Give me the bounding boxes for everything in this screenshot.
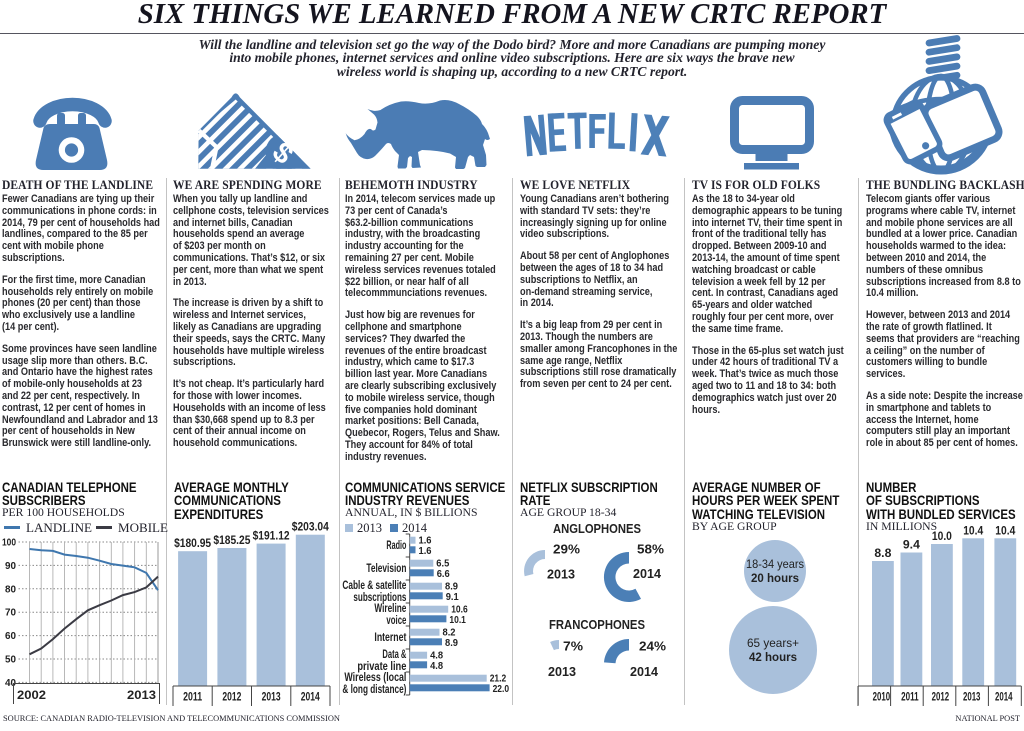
svg-text:8.9: 8.9 xyxy=(445,582,458,593)
svg-text:70: 70 xyxy=(5,607,16,619)
svg-text:21.2: 21.2 xyxy=(490,674,507,685)
svg-text:6.6: 6.6 xyxy=(437,569,450,580)
svg-text:7%: 7% xyxy=(563,640,583,654)
svg-text:Data &: Data & xyxy=(382,649,406,661)
svg-text:58%: 58% xyxy=(637,543,664,557)
svg-text:Wireline: Wireline xyxy=(374,603,406,615)
svg-text:10.0: 10.0 xyxy=(932,531,952,543)
svg-text:29%: 29% xyxy=(553,543,580,557)
svg-text:2013: 2013 xyxy=(963,692,981,704)
svg-text:4.8: 4.8 xyxy=(430,661,443,672)
svg-text:60: 60 xyxy=(5,630,16,642)
svg-text:ANGLOPHONES: ANGLOPHONES xyxy=(553,521,641,536)
svg-text:$180.95: $180.95 xyxy=(174,538,212,550)
svg-text:50: 50 xyxy=(5,654,16,666)
svg-text:2014: 2014 xyxy=(630,665,658,679)
svg-text:subscriptions: subscriptions xyxy=(353,592,406,604)
svg-text:8.9: 8.9 xyxy=(445,638,458,649)
svg-text:2014: 2014 xyxy=(633,567,661,581)
svg-text:private line: private line xyxy=(357,661,406,673)
svg-text:4.8: 4.8 xyxy=(430,651,443,662)
svg-text:& long distance): & long distance) xyxy=(342,684,406,696)
svg-text:2012: 2012 xyxy=(222,692,241,704)
svg-text:40: 40 xyxy=(5,677,16,689)
svg-text:$191.12: $191.12 xyxy=(253,531,290,543)
svg-text:80: 80 xyxy=(5,583,16,595)
svg-text:8.2: 8.2 xyxy=(443,628,456,639)
svg-text:2013: 2013 xyxy=(548,665,576,679)
svg-text:voice: voice xyxy=(386,615,406,627)
svg-text:2013: 2013 xyxy=(547,568,575,582)
svg-text:MOBILE: MOBILE xyxy=(118,521,168,535)
svg-text:FRANCOPHONES: FRANCOPHONES xyxy=(549,617,645,632)
svg-text:2014: 2014 xyxy=(995,692,1013,704)
svg-text:2011: 2011 xyxy=(901,692,919,704)
svg-text:20 hours: 20 hours xyxy=(751,571,799,585)
svg-text:65 years+: 65 years+ xyxy=(747,636,799,650)
svg-text:Cable & satellite: Cable & satellite xyxy=(342,580,406,592)
svg-text:2013: 2013 xyxy=(357,521,382,535)
svg-text:Internet: Internet xyxy=(374,632,406,644)
svg-text:8.8: 8.8 xyxy=(874,548,892,560)
svg-text:2013: 2013 xyxy=(262,692,281,704)
svg-text:10.4: 10.4 xyxy=(995,525,1016,537)
svg-text:2014: 2014 xyxy=(402,521,428,535)
svg-text:10.4: 10.4 xyxy=(963,525,984,537)
svg-text:100: 100 xyxy=(2,537,16,549)
svg-text:Radio: Radio xyxy=(386,540,406,552)
svg-text:2011: 2011 xyxy=(183,692,202,704)
svg-text:24%: 24% xyxy=(639,640,666,654)
svg-text:$203.04: $203.04 xyxy=(292,522,330,534)
svg-text:90: 90 xyxy=(5,560,16,572)
svg-text:10.6: 10.6 xyxy=(451,605,468,616)
svg-text:2012: 2012 xyxy=(932,692,950,704)
svg-text:9.4: 9.4 xyxy=(903,540,921,552)
svg-text:LANDLINE: LANDLINE xyxy=(26,521,92,535)
svg-text:2014: 2014 xyxy=(301,692,320,704)
svg-text:1.6: 1.6 xyxy=(419,546,432,557)
svg-text:1.6: 1.6 xyxy=(419,536,432,547)
svg-text:Wireless (local: Wireless (local xyxy=(344,672,406,684)
svg-text:9.1: 9.1 xyxy=(446,592,459,603)
svg-text:2013: 2013 xyxy=(127,690,156,702)
svg-text:10.1: 10.1 xyxy=(449,615,466,626)
svg-text:42 hours: 42 hours xyxy=(749,650,797,664)
svg-text:Television: Television xyxy=(366,563,406,575)
svg-text:22.0: 22.0 xyxy=(493,684,510,695)
svg-text:2010: 2010 xyxy=(873,692,891,704)
svg-text:18-34 years: 18-34 years xyxy=(746,557,804,571)
svg-text:$185.25: $185.25 xyxy=(213,535,251,547)
svg-text:6.5: 6.5 xyxy=(436,559,449,570)
svg-text:2002: 2002 xyxy=(17,690,46,702)
